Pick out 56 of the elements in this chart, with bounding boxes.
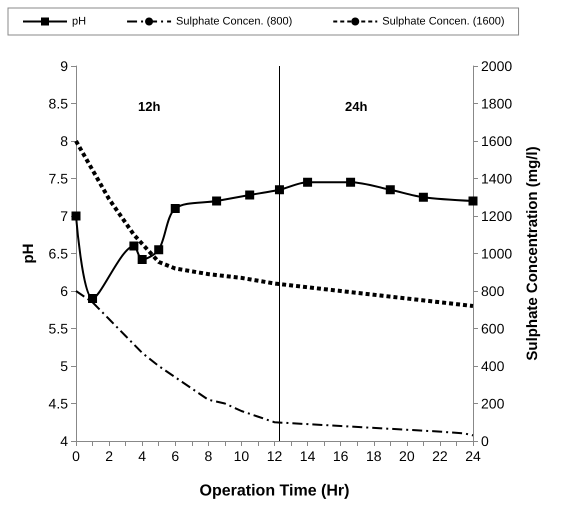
y-tick-label: 8.5: [48, 96, 68, 112]
point: [170, 204, 180, 213]
x-tick-label: 20: [399, 448, 415, 464]
y-tick-label: 4.5: [48, 396, 68, 412]
point: [72, 212, 80, 220]
legend-label: pH: [72, 16, 86, 28]
legend-label: Sulphate Concen. (800): [176, 16, 292, 28]
point: [129, 242, 138, 250]
y2-tick-label: 600: [481, 320, 505, 336]
point: [212, 196, 222, 206]
legend-label: Sulphate Concen. (1600): [382, 16, 505, 28]
y-tick-label: 4: [60, 433, 68, 449]
y2-tick-label: 2000: [481, 58, 512, 74]
x-tick-label: 22: [432, 448, 448, 464]
y2-tick-label: 1200: [481, 208, 512, 224]
point: [154, 245, 164, 254]
x-tick-label: 0: [72, 448, 80, 464]
point: [346, 178, 356, 187]
y2-axis-title: Sulphate Concentration (mg/l): [524, 146, 541, 361]
y-tick-label: 5: [60, 358, 68, 374]
y2-tick-label: 1400: [481, 170, 512, 186]
point: [468, 196, 478, 206]
y-tick-label: 5.5: [48, 320, 68, 336]
x-tick-label: 18: [366, 448, 382, 464]
y2-tick-label: 1000: [481, 246, 512, 262]
x-tick-label: 2: [105, 448, 114, 464]
x-tick-label: 4: [138, 448, 146, 464]
x-tick-label: 14: [300, 448, 316, 464]
point: [386, 185, 395, 194]
y2-tick-label: 400: [481, 358, 505, 374]
point: [245, 190, 254, 200]
annotation: 12h: [138, 99, 160, 114]
x-tick-label: 10: [234, 448, 250, 464]
point: [303, 178, 312, 187]
y-tick-label: 7.5: [48, 170, 68, 186]
y2-tick-label: 200: [481, 396, 505, 412]
x-tick-label: 16: [332, 448, 349, 464]
x-tick-label: 24: [465, 448, 481, 464]
x-tick-label: 8: [204, 448, 212, 464]
x-tick-label: 6: [171, 448, 180, 464]
y-tick-label: 7: [60, 208, 68, 224]
x-tick-label: 12: [266, 448, 282, 464]
x-axis-title: Operation Time (Hr): [200, 482, 350, 500]
y2-tick-label: 1600: [481, 133, 512, 149]
y-tick-label: 9: [60, 58, 68, 74]
y2-tick-label: 800: [481, 283, 505, 299]
y-tick-label: 8: [60, 133, 68, 149]
y-axis-title: pH: [20, 244, 37, 264]
point: [418, 192, 428, 202]
y-tick-label: 6.5: [48, 246, 68, 262]
y2-tick-label: 0: [481, 433, 489, 449]
point: [88, 294, 98, 303]
point: [138, 255, 147, 264]
annotation: 24h: [345, 99, 368, 114]
y-tick-label: 6: [60, 283, 68, 299]
y2-tick-label: 1800: [481, 96, 512, 112]
